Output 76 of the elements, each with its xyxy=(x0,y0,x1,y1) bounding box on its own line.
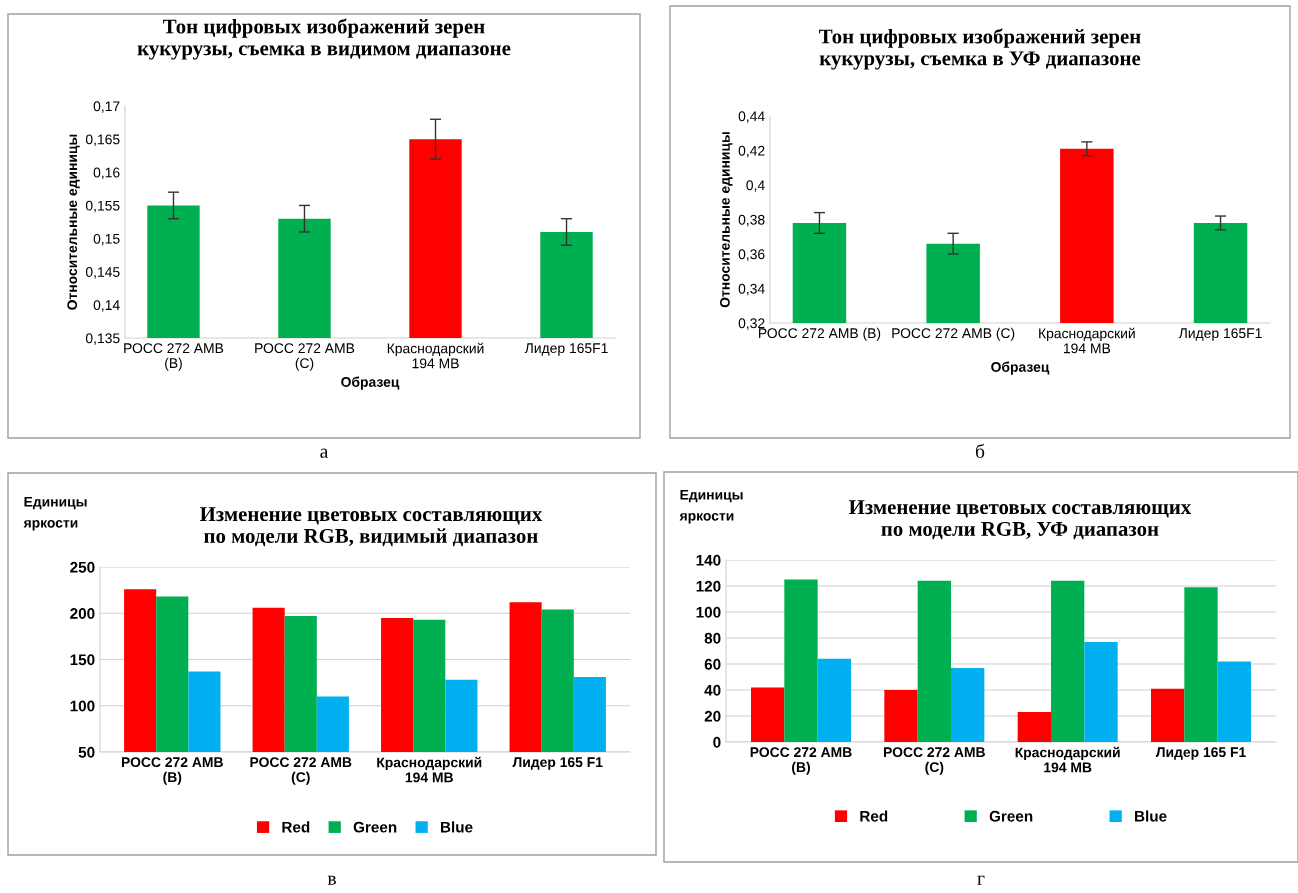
chart-title: Тон цифровых изображений зерен кукурузы, съемка в УФ диапазоне xyxy=(819,28,1141,70)
bar xyxy=(784,579,818,742)
bar xyxy=(1217,661,1251,742)
x-tick-label: Краснодарский 194 МВ xyxy=(387,342,484,369)
x-tick-label: РОСС 272 АМВ (С) xyxy=(255,343,355,371)
chart-title: Тон цифровых изображений зерен кукурузы, съемка в видимом диапазоне xyxy=(137,18,511,60)
x-tick-label: Лидер 165F1 xyxy=(1178,328,1262,341)
legend-label: Red xyxy=(282,821,310,833)
legend-label: Green xyxy=(353,821,397,833)
y-tick-label: 0,155 xyxy=(85,200,120,213)
x-tick-label: РОСС 272 АМВ (С) xyxy=(884,747,985,775)
x-tick-label: Лидер 165 F1 xyxy=(1155,747,1246,760)
legend-label: Blue xyxy=(440,821,473,833)
y-tick-label: 60 xyxy=(704,658,721,670)
bar xyxy=(1184,587,1218,742)
y-tick-label: 120 xyxy=(696,580,721,592)
x-tick-label: РОСС 272 АМВ (С) xyxy=(250,757,352,785)
y-tick-label: 100 xyxy=(696,606,721,618)
y-tick-label: 0,165 xyxy=(85,134,120,146)
bar xyxy=(1151,688,1185,742)
y-tick-label: 0,14 xyxy=(93,300,120,312)
bar xyxy=(951,667,985,742)
y-axis-title: Единицы яркости xyxy=(679,489,743,524)
y-tick-label: 250 xyxy=(70,561,95,573)
y-axis-title: Относительные единицы xyxy=(719,132,733,308)
y-tick-label: 0,15 xyxy=(93,233,120,246)
y-tick-label: 40 xyxy=(704,684,721,696)
bar xyxy=(817,658,851,742)
x-tick-label: Краснодарский 194 МВ xyxy=(1015,746,1120,773)
y-tick-label: 100 xyxy=(70,700,95,712)
y-tick-label: 20 xyxy=(704,710,721,722)
x-tick-label: Краснодарский 194 МВ xyxy=(1039,327,1135,354)
y-tick-label: 140 xyxy=(696,554,721,566)
y-tick-label: 0,38 xyxy=(738,214,765,227)
y-tick-label: 0,16 xyxy=(93,167,120,180)
y-tick-label: 0,145 xyxy=(85,267,120,279)
y-tick-label: 0,42 xyxy=(738,145,765,158)
x-tick-label: Лидер 165 F1 xyxy=(512,757,603,770)
y-tick-label: 0,34 xyxy=(738,283,765,296)
y-tick-label: 50 xyxy=(78,746,95,758)
y-axis-title: Единицы яркости xyxy=(23,496,87,531)
y-tick-label: 0,32 xyxy=(738,318,765,330)
y-tick-label: 0,44 xyxy=(738,111,765,123)
y-tick-label: 0,135 xyxy=(85,333,120,345)
y-tick-label: 200 xyxy=(70,608,95,619)
x-tick-label: РОСС 272 АМВ (С) xyxy=(892,327,1015,341)
bar xyxy=(884,690,918,742)
text: а xyxy=(320,448,329,458)
y-axis-title: Относительные единицы xyxy=(67,134,80,310)
chart-title: Изменение цветовых составляющих по модели RGB, УФ диапазон xyxy=(848,500,1192,540)
y-tick-label: 0,17 xyxy=(93,101,120,113)
legend-label: Blue xyxy=(1135,810,1167,822)
x-tick-label: РОСС 272 АМВ (В) xyxy=(750,747,852,775)
y-tick-label: 0 xyxy=(713,736,721,748)
x-tick-label: Лидер 165F1 xyxy=(524,343,608,356)
x-axis-title: Образец xyxy=(341,376,400,390)
text: г xyxy=(977,875,985,885)
bar xyxy=(1017,712,1051,742)
bar xyxy=(1051,580,1085,742)
chart-title: Изменение цветовых составляющих по модели RGB, видимый диапазон xyxy=(199,507,543,547)
x-tick-label: РОСС 272 АМВ (В) xyxy=(124,343,224,371)
bar xyxy=(917,580,951,742)
legend-label: Green xyxy=(989,810,1033,822)
y-tick-label: 80 xyxy=(704,632,721,644)
x-tick-label: РОСС 272 АМВ (В) xyxy=(759,327,881,341)
bar xyxy=(751,687,785,742)
legend-label: Red xyxy=(860,810,888,822)
y-tick-label: 0,4 xyxy=(746,180,765,192)
x-axis-title: Образец xyxy=(991,361,1050,375)
bar xyxy=(1084,641,1118,742)
x-tick-label: РОСС 272 АМВ (В) xyxy=(121,757,223,785)
text: в xyxy=(327,875,336,885)
y-tick-label: 150 xyxy=(70,654,95,666)
text: б xyxy=(975,443,985,458)
x-tick-label: Краснодарский 194 МВ xyxy=(377,756,482,783)
y-tick-label: 0,36 xyxy=(738,249,765,261)
